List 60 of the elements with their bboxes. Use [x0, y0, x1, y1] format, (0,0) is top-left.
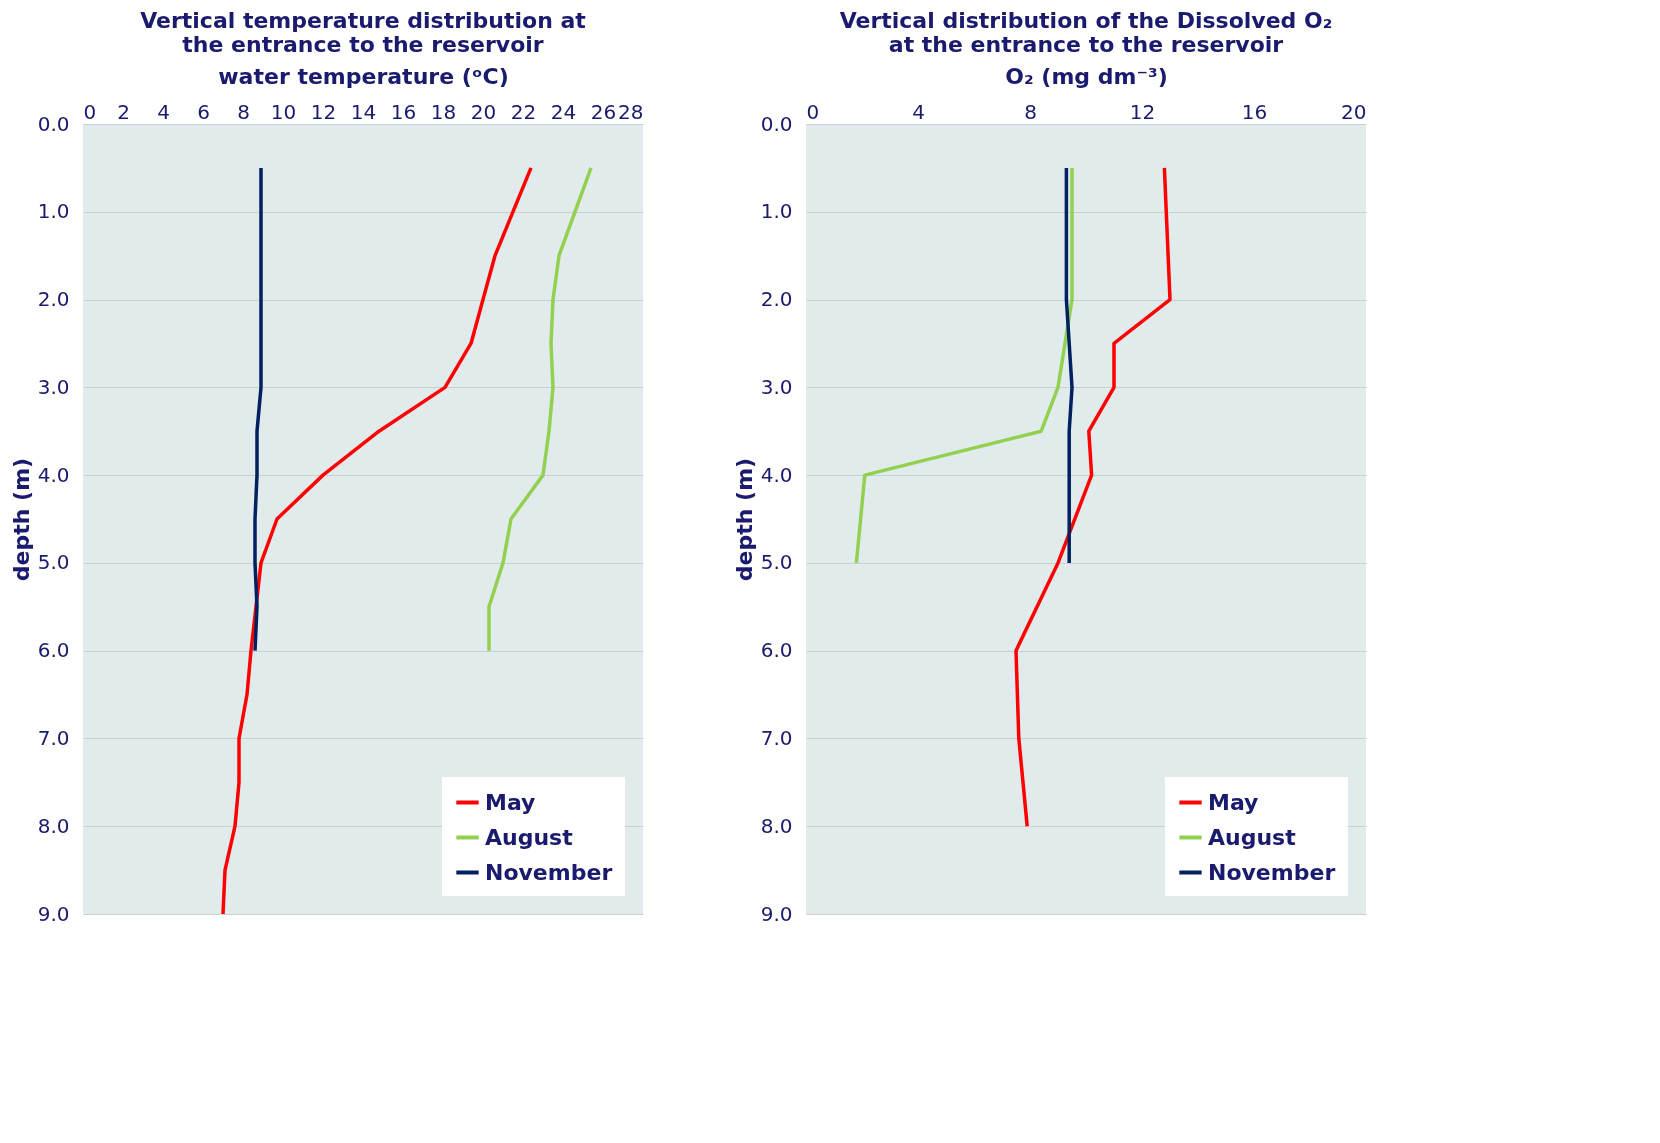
text: Vertical temperature distribution at [140, 8, 586, 33]
x-tick-label: 26 [590, 99, 617, 124]
y-tick-label: 0.0 [37, 111, 70, 136]
x-tick-label: 18 [430, 99, 457, 124]
line-series [1064, 166, 1074, 565]
x-tick-label: 20 [1341, 99, 1367, 124]
legend-label: May [485, 789, 536, 815]
line-series [1014, 166, 1172, 828]
line-series [854, 166, 1074, 565]
line-series [487, 166, 593, 653]
text: at the entrance to the reservoir [888, 32, 1284, 57]
y-tick-label: 1.0 [37, 199, 70, 224]
x-tick-label: 4 [912, 99, 925, 124]
y-tick-label: 2.0 [760, 287, 793, 312]
text: Vertical distribution of the Dissolved O₂ [839, 8, 1333, 33]
y-tick-label: 4.0 [37, 462, 70, 487]
y-tick-label: 1.0 [760, 199, 793, 224]
legend-label: August [485, 824, 574, 850]
y-tick-label: 7.0 [760, 725, 793, 750]
y-axis-title: depth (m) [8, 457, 34, 582]
y-tick-label: 9.0 [37, 901, 70, 926]
x-tick-label: 14 [350, 99, 377, 124]
legend-label: November [485, 859, 613, 885]
x-tick-label: 8 [237, 99, 250, 124]
legend-label: August [1208, 824, 1297, 850]
x-tick-label: 4 [157, 99, 170, 124]
y-tick-label: 2.0 [37, 287, 70, 312]
x-tick-label: 28 [618, 99, 644, 124]
y-tick-label: 8.0 [760, 813, 793, 838]
x-tick-label: 8 [1024, 99, 1037, 124]
x-tick-label: 6 [197, 99, 210, 124]
y-tick-label: 0.0 [760, 111, 793, 136]
y-tick-label: 3.0 [760, 374, 793, 399]
x-tick-label: 22 [510, 99, 537, 124]
y-tick-label: 8.0 [37, 813, 70, 838]
line-series [253, 166, 263, 653]
y-tick-label: 6.0 [760, 638, 793, 663]
x-tick-label: 16 [1241, 99, 1268, 124]
y-tick-label: 7.0 [37, 725, 70, 750]
x-tick-label: 10 [270, 99, 297, 124]
y-tick-label: 3.0 [37, 374, 70, 399]
y-tick-label: 5.0 [760, 550, 793, 575]
y-tick-label: 5.0 [37, 550, 70, 575]
x-tick-label: 12 [310, 99, 337, 124]
x-tick-label: 12 [1129, 99, 1156, 124]
y-tick-label: 9.0 [760, 901, 793, 926]
x-tick-label: 0 [806, 99, 820, 124]
x-tick-label: 2 [117, 99, 130, 124]
x-tick-label: 0 [83, 99, 97, 124]
legend-label: May [1208, 789, 1259, 815]
x-tick-label: 20 [470, 99, 497, 124]
text: the entrance to the reservoir [182, 32, 544, 57]
x-tick-label: 24 [550, 99, 577, 124]
y-tick-label: 4.0 [760, 462, 793, 487]
x-tick-label: 16 [390, 99, 417, 124]
x-axis-title: water temperature (ᵒC) [218, 63, 509, 89]
y-tick-label: 6.0 [37, 638, 70, 663]
y-axis-title: depth (m) [731, 457, 757, 582]
x-axis-title: O₂ (mg dm⁻³) [1005, 63, 1168, 89]
legend-label: November [1208, 859, 1336, 885]
